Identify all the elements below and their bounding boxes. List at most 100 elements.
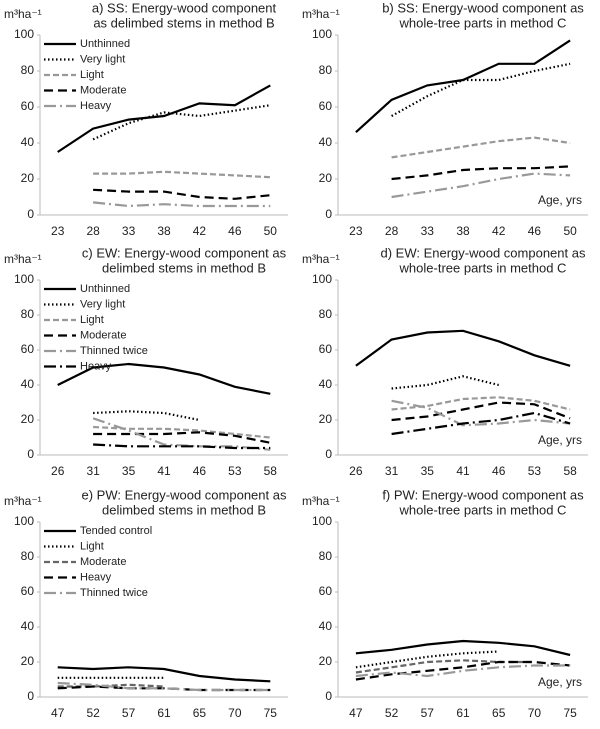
series-line (93, 410, 200, 422)
legend-label: Moderate (80, 329, 126, 341)
series-line (355, 664, 571, 678)
x-tick-label: 75 (264, 706, 278, 720)
legend-label: Heavy (80, 100, 112, 112)
y-tick-label: 40 (21, 377, 35, 391)
x-tick-label: 75 (563, 706, 577, 720)
x-tick-label: 61 (456, 706, 470, 720)
x-tick-label: 23 (51, 224, 65, 238)
x-tick-label: 42 (193, 224, 207, 238)
series-line (57, 666, 271, 683)
y-axis-label: m³ha⁻¹ (302, 494, 340, 508)
x-tick-label: 70 (528, 706, 542, 720)
series-line (57, 681, 271, 692)
x-tick-label: 58 (264, 464, 278, 478)
x-tick-label: 41 (456, 464, 470, 478)
series-line (57, 362, 271, 395)
legend-label: Very light (80, 53, 125, 65)
chart-title: as delimbed stems in method B (93, 15, 274, 30)
y-tick-label: 80 (21, 307, 35, 321)
y-tick-label: 100 (14, 514, 34, 528)
x-tick-label: 42 (492, 224, 506, 238)
chart-title: d) EW: Energy-wood component as (381, 245, 586, 260)
y-tick-label: 80 (319, 307, 333, 321)
x-tick-label: 38 (456, 224, 470, 238)
y-axis-label: m³ha⁻¹ (4, 252, 42, 266)
series-line (355, 659, 535, 674)
legend-label: Tended control (80, 525, 152, 537)
x-tick-label: 33 (122, 224, 136, 238)
y-tick-label: 100 (312, 514, 332, 528)
x-tick-label: 28 (385, 224, 399, 238)
x-tick-label: 35 (122, 464, 136, 478)
x-tick-label: 46 (492, 464, 506, 478)
x-tick-label: 41 (157, 464, 171, 478)
y-tick-label: 20 (21, 412, 35, 426)
series-line (391, 136, 571, 159)
y-tick-label: 100 (312, 27, 332, 41)
x-tick-label: 65 (193, 706, 207, 720)
chart-title: whole-tree parts in method C (399, 260, 567, 275)
x-axis-label: Age, yrs (538, 675, 582, 689)
x-tick-label: 46 (528, 224, 542, 238)
series-line (93, 170, 271, 179)
y-tick-label: 60 (319, 584, 333, 598)
chart-title: delimbed stems in method B (102, 502, 266, 517)
y-tick-label: 80 (21, 549, 35, 563)
x-tick-label: 52 (385, 706, 399, 720)
x-tick-label: 23 (349, 224, 363, 238)
y-tick-label: 40 (21, 619, 35, 633)
x-tick-label: 65 (492, 706, 506, 720)
legend-label: Light (80, 314, 104, 326)
y-tick-label: 60 (21, 342, 35, 356)
series-line (57, 84, 271, 153)
y-tick-label: 0 (27, 207, 34, 221)
series-line (355, 650, 499, 669)
series-line (93, 443, 271, 450)
series-line (355, 639, 571, 657)
chart-title: delimbed stems in method B (102, 260, 266, 275)
legend-label: Thinned twice (80, 345, 148, 357)
legend-label: Light (80, 540, 104, 552)
x-tick-label: 61 (157, 706, 171, 720)
x-tick-label: 28 (86, 224, 100, 238)
series-line (391, 411, 571, 436)
x-tick-label: 26 (349, 464, 363, 478)
legend-label: Heavy (80, 571, 112, 583)
y-tick-label: 100 (14, 27, 34, 41)
legend-label: Moderate (80, 556, 126, 568)
chart-title: b) SS: Energy-wood component as (382, 0, 584, 15)
y-tick-label: 80 (21, 63, 35, 77)
series-line (93, 431, 271, 444)
legend-label: Very light (80, 298, 125, 310)
y-tick-label: 0 (27, 689, 34, 703)
x-tick-label: 33 (421, 224, 435, 238)
chart-title: whole-tree parts in method C (399, 502, 567, 517)
y-tick-label: 100 (14, 272, 34, 286)
y-tick-label: 60 (319, 99, 333, 113)
x-tick-label: 52 (86, 706, 100, 720)
series-line (355, 39, 571, 134)
y-tick-label: 20 (319, 171, 333, 185)
x-tick-label: 70 (228, 706, 242, 720)
legend-label: Thinned twice (80, 587, 148, 599)
legend-label: Unthinned (80, 38, 130, 50)
legend-label: Heavy (80, 360, 112, 372)
chart-title: a) SS: Energy-wood component (92, 0, 277, 15)
series-line (391, 172, 571, 199)
y-tick-label: 20 (319, 654, 333, 668)
y-tick-label: 0 (325, 447, 332, 461)
y-axis-label: m³ha⁻¹ (4, 7, 42, 21)
x-tick-label: 53 (228, 464, 242, 478)
series-line (92, 201, 271, 208)
x-tick-label: 53 (528, 464, 542, 478)
chart-title: f) PW: Energy-wood component as (382, 487, 584, 502)
chart-title: c) EW: Energy-wood component as (82, 245, 287, 260)
x-axis-label: Age, yrs (538, 433, 582, 447)
x-tick-label: 50 (264, 224, 278, 238)
series-line (92, 104, 271, 141)
y-tick-label: 20 (319, 412, 333, 426)
y-tick-label: 40 (21, 135, 35, 149)
x-tick-label: 31 (86, 464, 100, 478)
x-tick-label: 58 (563, 464, 577, 478)
